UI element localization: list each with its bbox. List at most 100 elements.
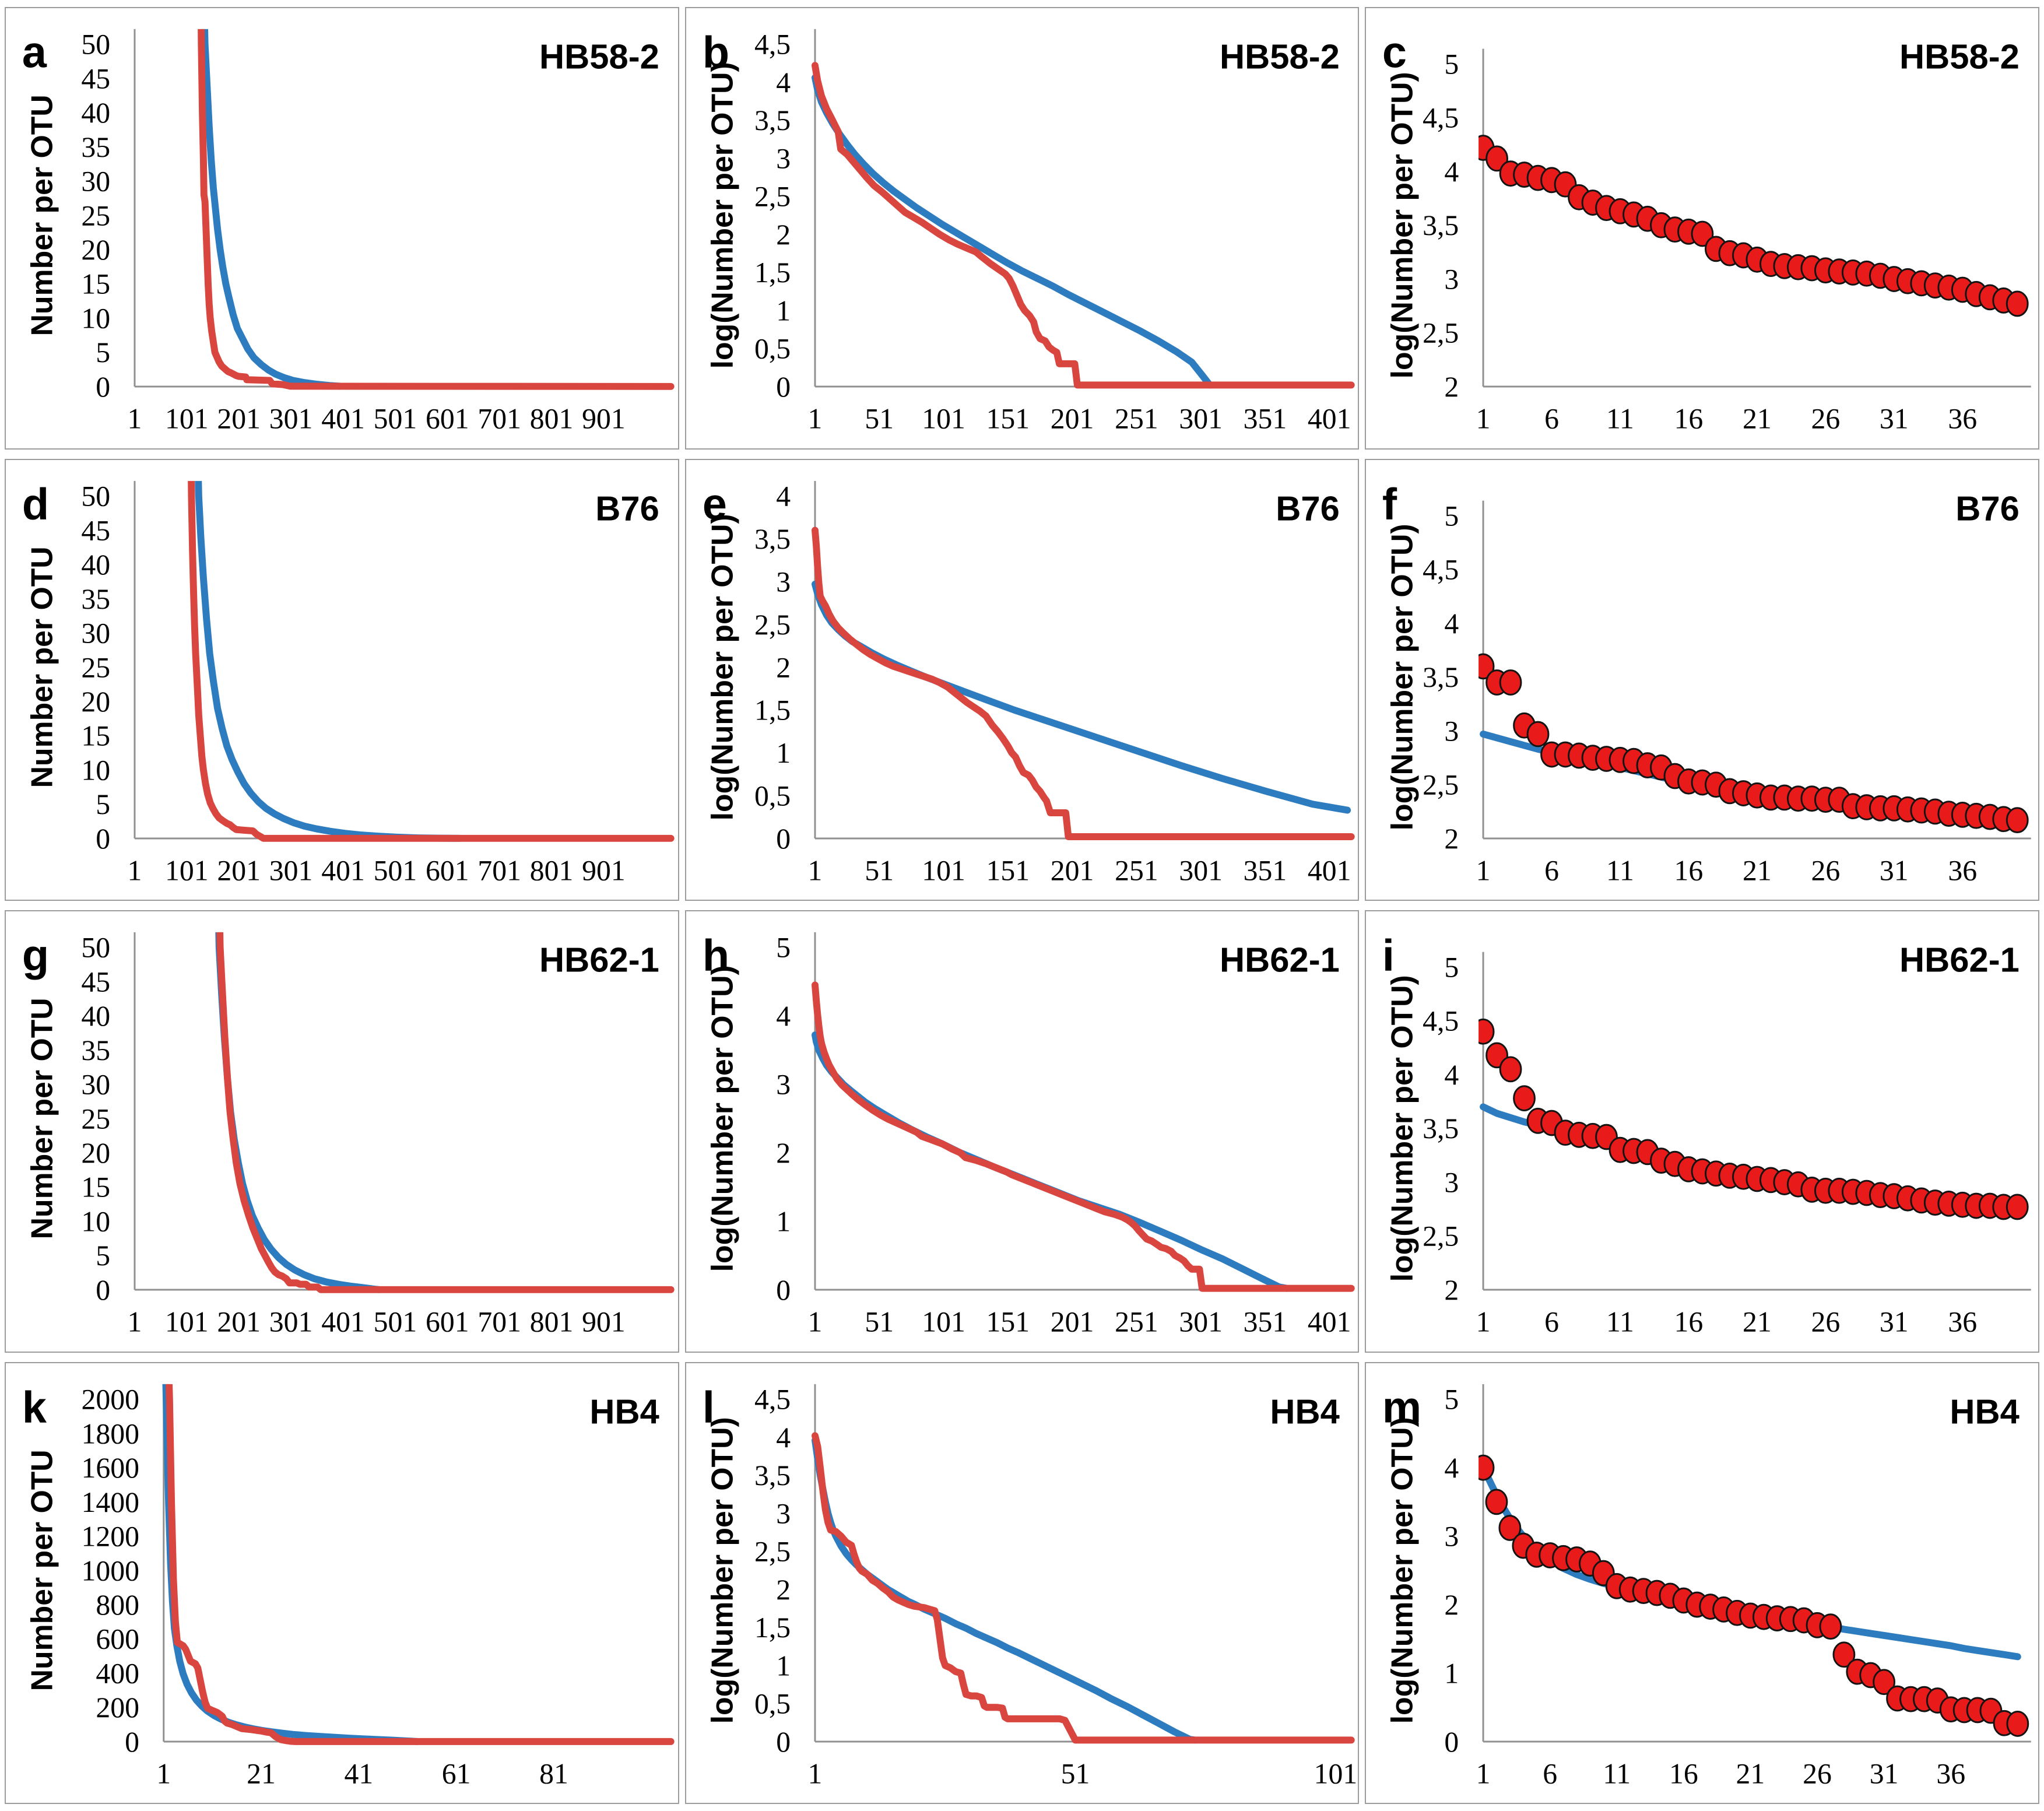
x-tick-label: 501: [374, 854, 417, 886]
panel-letter: f: [1382, 480, 1397, 529]
x-tick-label: 201: [217, 403, 261, 435]
data-point: [1478, 1454, 1495, 1481]
x-tick-label: 1: [807, 1306, 822, 1338]
panel-title: HB58-2: [1220, 37, 1340, 76]
panel-title: B76: [1276, 489, 1340, 528]
x-tick-label: 1: [128, 1306, 142, 1338]
x-tick-label: 101: [165, 854, 209, 886]
observed-data-line: [198, 29, 675, 390]
panel-letter: g: [22, 932, 49, 981]
x-tick-label: 801: [530, 854, 574, 886]
x-tick-label: 401: [321, 854, 365, 886]
y-axis-title: Number per OTU: [25, 546, 59, 788]
x-tick-label: 101: [922, 854, 965, 886]
x-tick-label: 701: [477, 854, 521, 886]
y-tick-label: 2: [776, 651, 791, 683]
y-tick-label: 3: [776, 566, 791, 598]
data-point: [1819, 1613, 1842, 1640]
x-tick-label: 36: [1948, 403, 1978, 435]
x-tick-label: 251: [1115, 854, 1158, 886]
series-group: [1478, 135, 2029, 317]
x-tick-label: 26: [1811, 854, 1841, 886]
x-tick-label: 36: [1948, 1306, 1978, 1338]
series-group: [188, 480, 675, 842]
x-tick-label: 21: [1743, 1306, 1772, 1338]
y-tick-label: 2,5: [1423, 768, 1459, 801]
y-tick-label: 2: [1445, 1274, 1459, 1306]
x-tick-label: 31: [1880, 403, 1909, 435]
x-tick-label: 251: [1115, 1306, 1158, 1338]
panel-letter: b: [703, 29, 729, 78]
x-tick-label: 601: [426, 854, 469, 886]
y-tick-label: 4,5: [754, 29, 791, 61]
observed-data-line: [811, 981, 1355, 1292]
y-tick-label: 10: [81, 1205, 110, 1237]
panel-title: B76: [1956, 489, 2020, 528]
y-tick-label: 15: [81, 268, 110, 300]
data-point: [1526, 721, 1550, 747]
y-tick-label: 0,5: [754, 780, 791, 812]
y-tick-label: 5: [1445, 48, 1459, 80]
y-tick-label: 2,5: [754, 1535, 791, 1567]
y-tick-label: 2: [1445, 1589, 1459, 1621]
panel-g: 0 5 10 15 20 25 30 35 40 45 50 1 101 201 301 401 501 601 7…: [5, 910, 679, 1353]
x-tick-label: 701: [477, 1306, 521, 1338]
y-tick-label: 40: [81, 1000, 110, 1032]
chart-b: 00,511,522,533,544,51 51 101 151 201 251 301 35…: [703, 29, 1355, 435]
series-group: [1478, 1018, 2029, 1220]
series-group: [198, 29, 675, 390]
data-point: [1485, 145, 1509, 172]
series-group: [811, 526, 1355, 840]
y-tick-label: 0: [776, 822, 791, 854]
x-tick-label: 21: [247, 1757, 276, 1789]
x-tick-label: 81: [539, 1757, 568, 1789]
y-tick-label: 40: [81, 97, 110, 129]
observed-data-line: [811, 62, 1355, 389]
x-tick-label: 41: [344, 1757, 373, 1789]
y-tick-label: 4: [1445, 156, 1459, 188]
x-tick-label: 1: [807, 403, 822, 435]
x-tick-label: 21: [1743, 403, 1772, 435]
data-point: [1478, 1018, 1495, 1045]
y-tick-label: 800: [96, 1589, 139, 1621]
x-tick-label: 901: [582, 854, 626, 886]
y-tick-label: 1: [776, 1649, 791, 1682]
panel-title: HB58-2: [539, 37, 659, 76]
y-tick-label: 4: [776, 66, 791, 99]
data-point: [1873, 1668, 1896, 1695]
y-tick-label: 3: [1445, 263, 1459, 295]
y-axis-title: log(Number per OTU): [1385, 975, 1419, 1282]
y-tick-label: 5: [96, 788, 110, 820]
x-tick-label: 11: [1606, 403, 1634, 435]
series-group: [215, 932, 675, 1293]
x-tick-label: 36: [1948, 854, 1978, 886]
x-tick-label: 1: [807, 854, 822, 886]
y-tick-label: 15: [81, 1171, 110, 1203]
fitted-model-line: [201, 29, 344, 390]
x-tick-label: 151: [986, 854, 1030, 886]
x-tick-label: 11: [1606, 854, 1634, 886]
x-tick-label: 901: [582, 403, 626, 435]
x-tick-label: 1: [128, 854, 142, 886]
y-tick-label: 4: [776, 480, 791, 512]
panel-a: 0 5 10 15 20 25 30 35 40 45 50 1 101 201 301 401 501 601 7…: [5, 7, 679, 450]
data-point: [2006, 1710, 2029, 1737]
x-tick-label: 16: [1674, 854, 1704, 886]
chart-i: 22,533,544,551 6 11 16 21 26 31 36i HB62-1log(Nu…: [1382, 932, 2032, 1338]
x-tick-label: 201: [217, 1306, 261, 1338]
x-tick-label: 401: [321, 403, 365, 435]
y-axis-title: log(Number per OTU): [705, 1417, 739, 1724]
observed-data-line: [811, 526, 1355, 840]
x-tick-label: 201: [217, 854, 261, 886]
data-point: [2006, 806, 2029, 833]
data-point: [1691, 220, 1714, 247]
data-point: [1485, 1489, 1508, 1515]
x-tick-label: 1: [1476, 854, 1491, 886]
y-tick-label: 30: [81, 166, 110, 198]
x-tick-label: 151: [986, 1306, 1030, 1338]
y-tick-label: 3,5: [754, 523, 791, 555]
y-tick-label: 0: [1445, 1725, 1459, 1757]
y-tick-label: 3: [1445, 1166, 1459, 1198]
x-tick-label: 201: [1050, 1306, 1094, 1338]
